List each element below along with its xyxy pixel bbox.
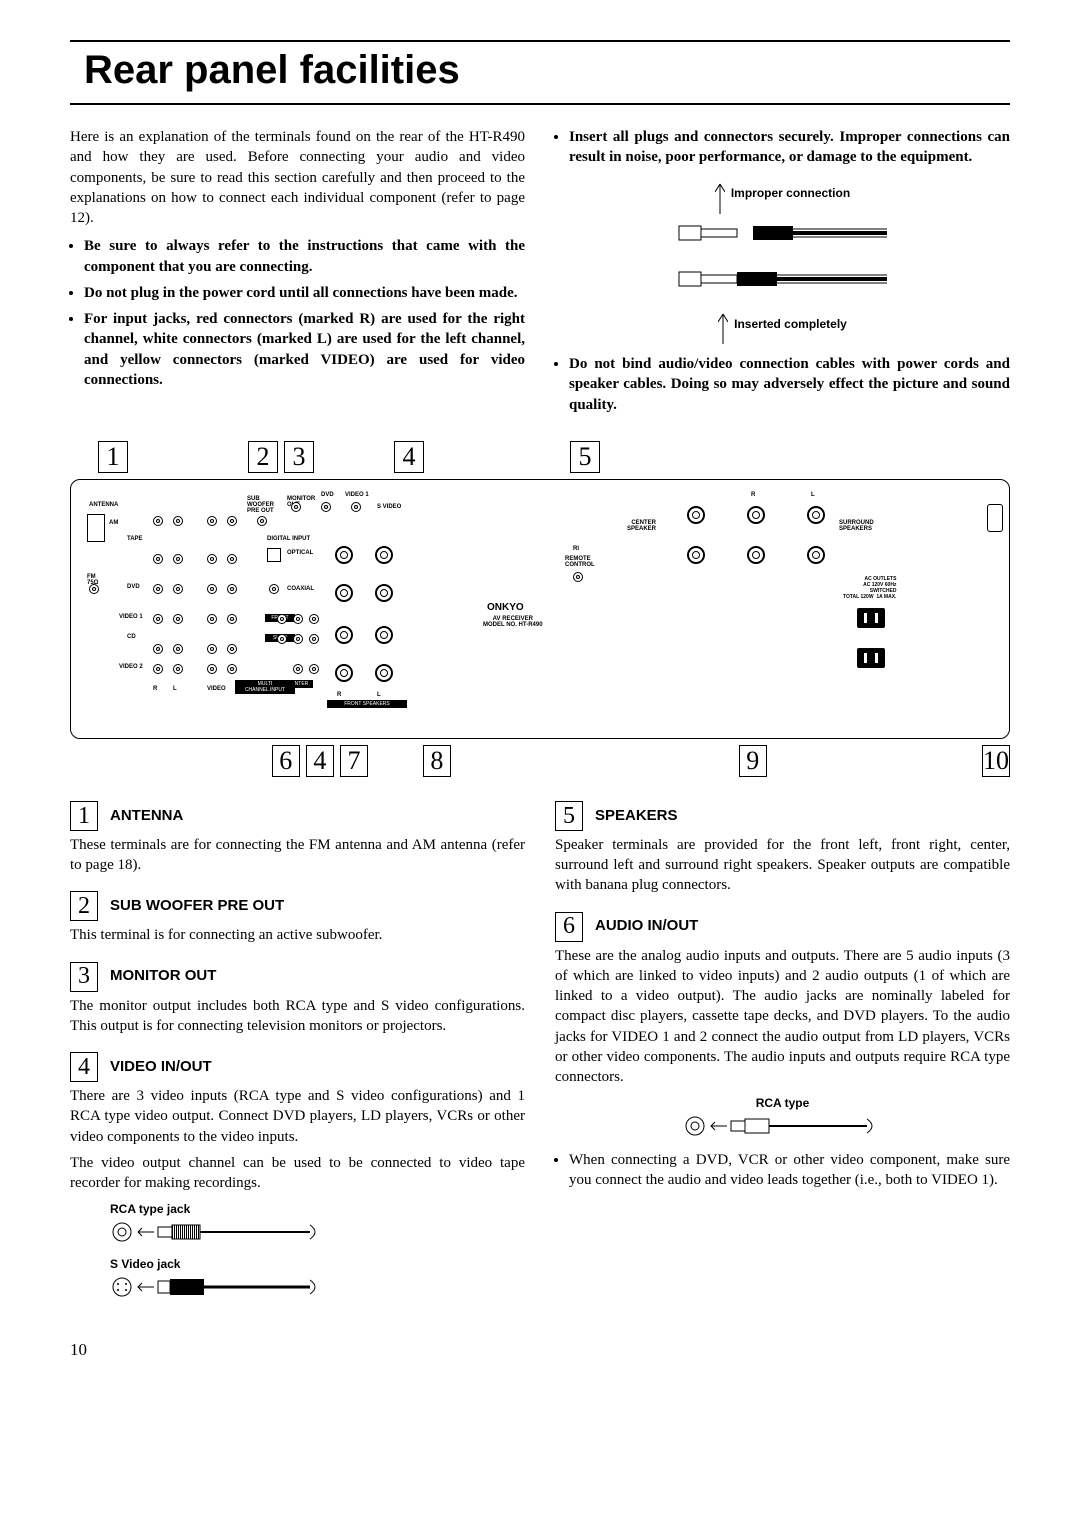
section-4-body1: There are 3 video inputs (RCA type and S… (70, 1086, 525, 1147)
brand-logo: ONKYO (487, 602, 524, 613)
left-bullet-2: Do not plug in the power cord until all … (84, 283, 525, 303)
callout-4: 4 (394, 441, 424, 473)
label-cd: CD (127, 634, 136, 640)
page-title: Rear panel facilities (70, 40, 1010, 105)
rca-type-icon (683, 1115, 883, 1137)
label-am: AM (109, 520, 118, 526)
callout-7: 7 (340, 745, 368, 777)
section-audioio: 6 AUDIO IN/OUT These are the analog audi… (555, 912, 1010, 1191)
section-3-num: 3 (70, 962, 98, 992)
label-surroundspk: SURROUND SPEAKERS (839, 520, 874, 532)
section-5-title: SPEAKERS (595, 806, 678, 826)
callouts-bottom: 6 4 7 8 9 10 (70, 745, 1010, 777)
rear-panel-svg: ANTENNA AM FM 75Ω TAPE DVD VIDEO 1 CD VI… (70, 479, 1010, 739)
section-6-num: 6 (555, 912, 583, 942)
svideo-jack-caption: S Video jack (110, 1256, 525, 1272)
callout-6: 6 (272, 745, 300, 777)
section-monitor: 3 MONITOR OUT The monitor output include… (70, 962, 525, 1037)
section-6-body: These are the analog audio inputs and ou… (555, 946, 1010, 1088)
section-3-body: The monitor output includes both RCA typ… (70, 996, 525, 1037)
section-6-title: AUDIO IN/OUT (595, 916, 698, 936)
sections-left: 1 ANTENNA These terminals are for connec… (70, 801, 525, 1320)
left-bullet-list: Be sure to always refer to the instructi… (84, 236, 525, 390)
section-subwoofer: 2 SUB WOOFER PRE OUT This terminal is fo… (70, 891, 525, 945)
section-5-num: 5 (555, 801, 583, 831)
label-coaxial: COAXIAL (287, 586, 314, 592)
rear-panel-diagram: 1 2 3 4 5 ANTENNA AM FM 75Ω TAPE DVD VID… (70, 441, 1010, 777)
section-1-body: These terminals are for connecting the F… (70, 835, 525, 876)
callout-9: 9 (739, 745, 767, 777)
sections-columns: 1 ANTENNA These terminals are for connec… (70, 801, 1010, 1320)
right-bullet-top: Insert all plugs and connectors securely… (569, 127, 1010, 168)
section-4-title: VIDEO IN/OUT (110, 1057, 212, 1077)
section-1-title: ANTENNA (110, 806, 183, 826)
section-4-num: 4 (70, 1052, 98, 1082)
left-bullet-3: For input jacks, red connectors (marked … (84, 309, 525, 390)
section-4-body2: The video output channel can be used to … (70, 1153, 525, 1194)
label-svideo: S VIDEO (377, 504, 401, 510)
section-2-body: This terminal is for connecting an activ… (70, 925, 525, 945)
callout-3: 3 (284, 441, 314, 473)
sections-right: 5 SPEAKERS Speaker terminals are provide… (555, 801, 1010, 1320)
improper-label: Improper connection (731, 185, 850, 201)
rca-jack-caption: RCA type jack (110, 1201, 525, 1217)
label-dvd-row: DVD (127, 584, 140, 590)
section-speakers: 5 SPEAKERS Speaker terminals are provide… (555, 801, 1010, 896)
page-number: 10 (70, 1340, 1010, 1360)
callout-8: 8 (423, 745, 451, 777)
label-video1-row: VIDEO 1 (119, 614, 143, 620)
label-digital: DIGITAL INPUT (267, 536, 310, 542)
callout-10: 10 (982, 745, 1010, 777)
callout-1: 1 (98, 441, 128, 473)
label-acoutlets: AC OUTLETS AC 120V 60Hz SWITCHED TOTAL 1… (843, 576, 896, 600)
label-centerspk: CENTER SPEAKER (627, 520, 656, 532)
label-fm: FM 75Ω (87, 574, 98, 586)
section-6-bullet: When connecting a DVD, VCR or other vide… (569, 1150, 1010, 1191)
rca-type-caption: RCA type (555, 1095, 1010, 1111)
label-multi: MULTI CHANNEL INPUT (235, 680, 295, 694)
section-1-num: 1 (70, 801, 98, 831)
left-bullet-1: Be sure to always refer to the instructi… (84, 236, 525, 277)
label-remote: REMOTE CONTROL (565, 556, 595, 568)
section-5-body: Speaker terminals are provided for the f… (555, 835, 1010, 896)
label-video2-row: VIDEO 2 (119, 664, 143, 670)
label-tape: TAPE (127, 536, 143, 542)
label-subwoofer: SUB WOOFER PRE OUT (247, 496, 274, 514)
complete-label: Inserted completely (734, 316, 847, 332)
label-antenna: ANTENNA (89, 502, 118, 508)
intro-columns: Here is an explanation of the terminals … (70, 127, 1010, 421)
callouts-top: 1 2 3 4 5 (70, 441, 1010, 473)
callout-4b: 4 (306, 745, 334, 777)
rca-jack-icon (110, 1221, 330, 1243)
intro-left-col: Here is an explanation of the terminals … (70, 127, 525, 421)
right-bullet-bottom: Do not bind audio/video connection cable… (569, 354, 1010, 415)
section-2-title: SUB WOOFER PRE OUT (110, 896, 284, 916)
section-3-title: MONITOR OUT (110, 966, 216, 986)
label-optical: OPTICAL (287, 550, 313, 556)
improper-plug-icon (673, 218, 893, 248)
section-antenna: 1 ANTENNA These terminals are for connec… (70, 801, 525, 876)
svideo-jack-icon (110, 1276, 330, 1298)
connection-figure: Improper connection (555, 174, 1010, 345)
intro-text: Here is an explanation of the terminals … (70, 127, 525, 228)
intro-right-col: Insert all plugs and connectors securely… (555, 127, 1010, 421)
callout-2: 2 (248, 441, 278, 473)
label-frontspk: FRONT SPEAKERS (327, 700, 407, 708)
section-videoio: 4 VIDEO IN/OUT There are 3 video inputs … (70, 1052, 525, 1304)
callout-5: 5 (570, 441, 600, 473)
section-2-num: 2 (70, 891, 98, 921)
model-label: AV RECEIVER MODEL NO. HT-R490 (483, 616, 543, 628)
complete-plug-icon (673, 264, 893, 294)
